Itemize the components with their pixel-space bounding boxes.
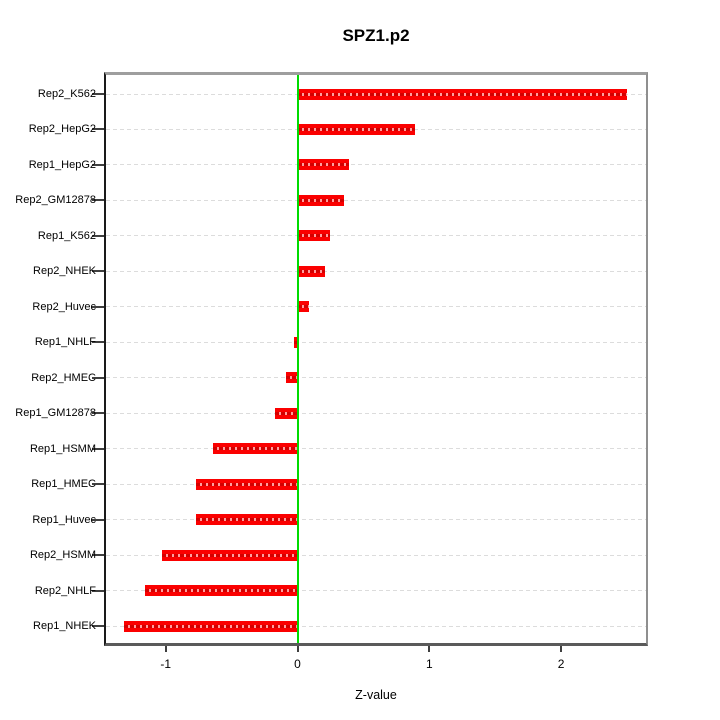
bar-Rep1_HSMM: [213, 443, 298, 455]
bar-Rep2_GM12878: [297, 194, 344, 206]
bar-stripe: [297, 305, 310, 309]
bar-Rep2_NHEK: [297, 265, 326, 277]
gridline: [106, 341, 646, 343]
bar-stripe: [297, 92, 627, 96]
bar-Rep2_HSMM: [161, 549, 298, 561]
x-tick-label: 2: [557, 657, 565, 671]
y-label-Rep1_NHLF: Rep1_NHLF: [34, 336, 96, 349]
bar-Rep1_Huvec: [196, 514, 298, 526]
y-label-Rep2_HepG2: Rep2_HepG2: [28, 123, 96, 136]
y-tick: [92, 270, 104, 273]
bar-Rep1_K562: [297, 230, 331, 242]
bar-stripe: [297, 163, 349, 167]
bar-stripe: [297, 127, 415, 131]
chart-title: SPZ1.p2: [342, 26, 410, 45]
x-tick: [296, 646, 299, 652]
x-tick: [560, 646, 563, 652]
y-label-Rep2_GM12878: Rep2_GM12878: [15, 194, 96, 207]
y-tick: [92, 447, 104, 450]
gridline: [106, 625, 646, 627]
gridline: [106, 377, 646, 379]
plot-area: [104, 72, 648, 646]
y-label-Rep2_HSMM: Rep2_HSMM: [29, 549, 96, 562]
gridline: [106, 590, 646, 592]
bar-stripe: [213, 447, 298, 451]
bar-Rep2_NHLF: [144, 585, 298, 597]
bar-Rep1_NHEK: [123, 620, 298, 632]
bar-Rep2_Huvec: [297, 301, 310, 313]
y-label-Rep2_HMEC: Rep2_HMEC: [31, 371, 96, 384]
gridline: [106, 519, 646, 521]
x-tick-label: 1: [425, 657, 433, 671]
y-label-Rep1_Huvec: Rep1_Huvec: [32, 513, 96, 526]
y-label-Rep1_HSMM: Rep1_HSMM: [29, 442, 96, 455]
x-tick: [428, 646, 431, 652]
x-axis-title: Z-value: [355, 688, 397, 702]
bar-stripe: [297, 269, 326, 273]
bar-Rep1_GM12878: [275, 407, 298, 419]
y-tick: [92, 589, 104, 592]
gridline: [106, 199, 646, 201]
bar-stripe: [196, 518, 298, 522]
y-tick: [92, 305, 104, 308]
gridline: [106, 412, 646, 414]
gridline: [106, 306, 646, 308]
y-tick: [92, 234, 104, 237]
y-tick: [92, 199, 104, 202]
bar-stripe: [297, 198, 344, 202]
bar-stripe: [285, 376, 298, 380]
y-tick: [92, 341, 104, 344]
bar-Rep1_HepG2: [297, 159, 349, 171]
gridline: [106, 164, 646, 166]
y-tick: [92, 412, 104, 415]
gridline: [106, 483, 646, 485]
y-tick: [92, 518, 104, 521]
y-tick: [92, 625, 104, 628]
bar-stripe: [297, 234, 331, 238]
gridline: [106, 554, 646, 556]
y-label-Rep1_NHEK: Rep1_NHEK: [33, 620, 96, 633]
bar-Rep2_HepG2: [297, 123, 415, 135]
y-tick: [92, 554, 104, 557]
y-label-Rep2_K562: Rep2_K562: [37, 88, 96, 100]
zero-reference-line: [296, 75, 299, 643]
y-tick: [92, 163, 104, 166]
bar-Rep1_HMEC: [196, 478, 298, 490]
y-label-Rep2_Huvec: Rep2_Huvec: [32, 300, 96, 313]
y-tick: [92, 376, 104, 379]
y-tick: [92, 483, 104, 486]
y-label-Rep1_HMEC: Rep1_HMEC: [31, 478, 96, 491]
bar-stripe: [144, 589, 298, 593]
gridline: [106, 235, 646, 237]
bar-Rep2_HMEC: [285, 372, 298, 384]
bar-Rep1_NHLF: [293, 336, 298, 348]
bar-Rep2_K562: [297, 88, 627, 100]
y-label-Rep1_K562: Rep1_K562: [37, 229, 96, 242]
y-tick: [92, 128, 104, 131]
bar-stripe: [123, 624, 298, 628]
bar-stripe: [196, 482, 298, 486]
x-tick-label: 0: [294, 657, 301, 671]
y-label-Rep2_NHLF: Rep2_NHLF: [34, 584, 96, 597]
gridline: [106, 270, 646, 272]
x-tick-label: -1: [160, 657, 172, 671]
gridline: [106, 448, 646, 450]
bar-stripe: [293, 340, 298, 344]
y-tick: [92, 93, 104, 95]
y-label-Rep1_HepG2: Rep1_HepG2: [28, 158, 96, 171]
bar-stripe: [161, 553, 298, 557]
y-label-Rep1_GM12878: Rep1_GM12878: [15, 407, 96, 420]
y-label-Rep2_NHEK: Rep2_NHEK: [33, 265, 96, 278]
x-tick: [164, 646, 167, 652]
bar-stripe: [275, 411, 298, 415]
